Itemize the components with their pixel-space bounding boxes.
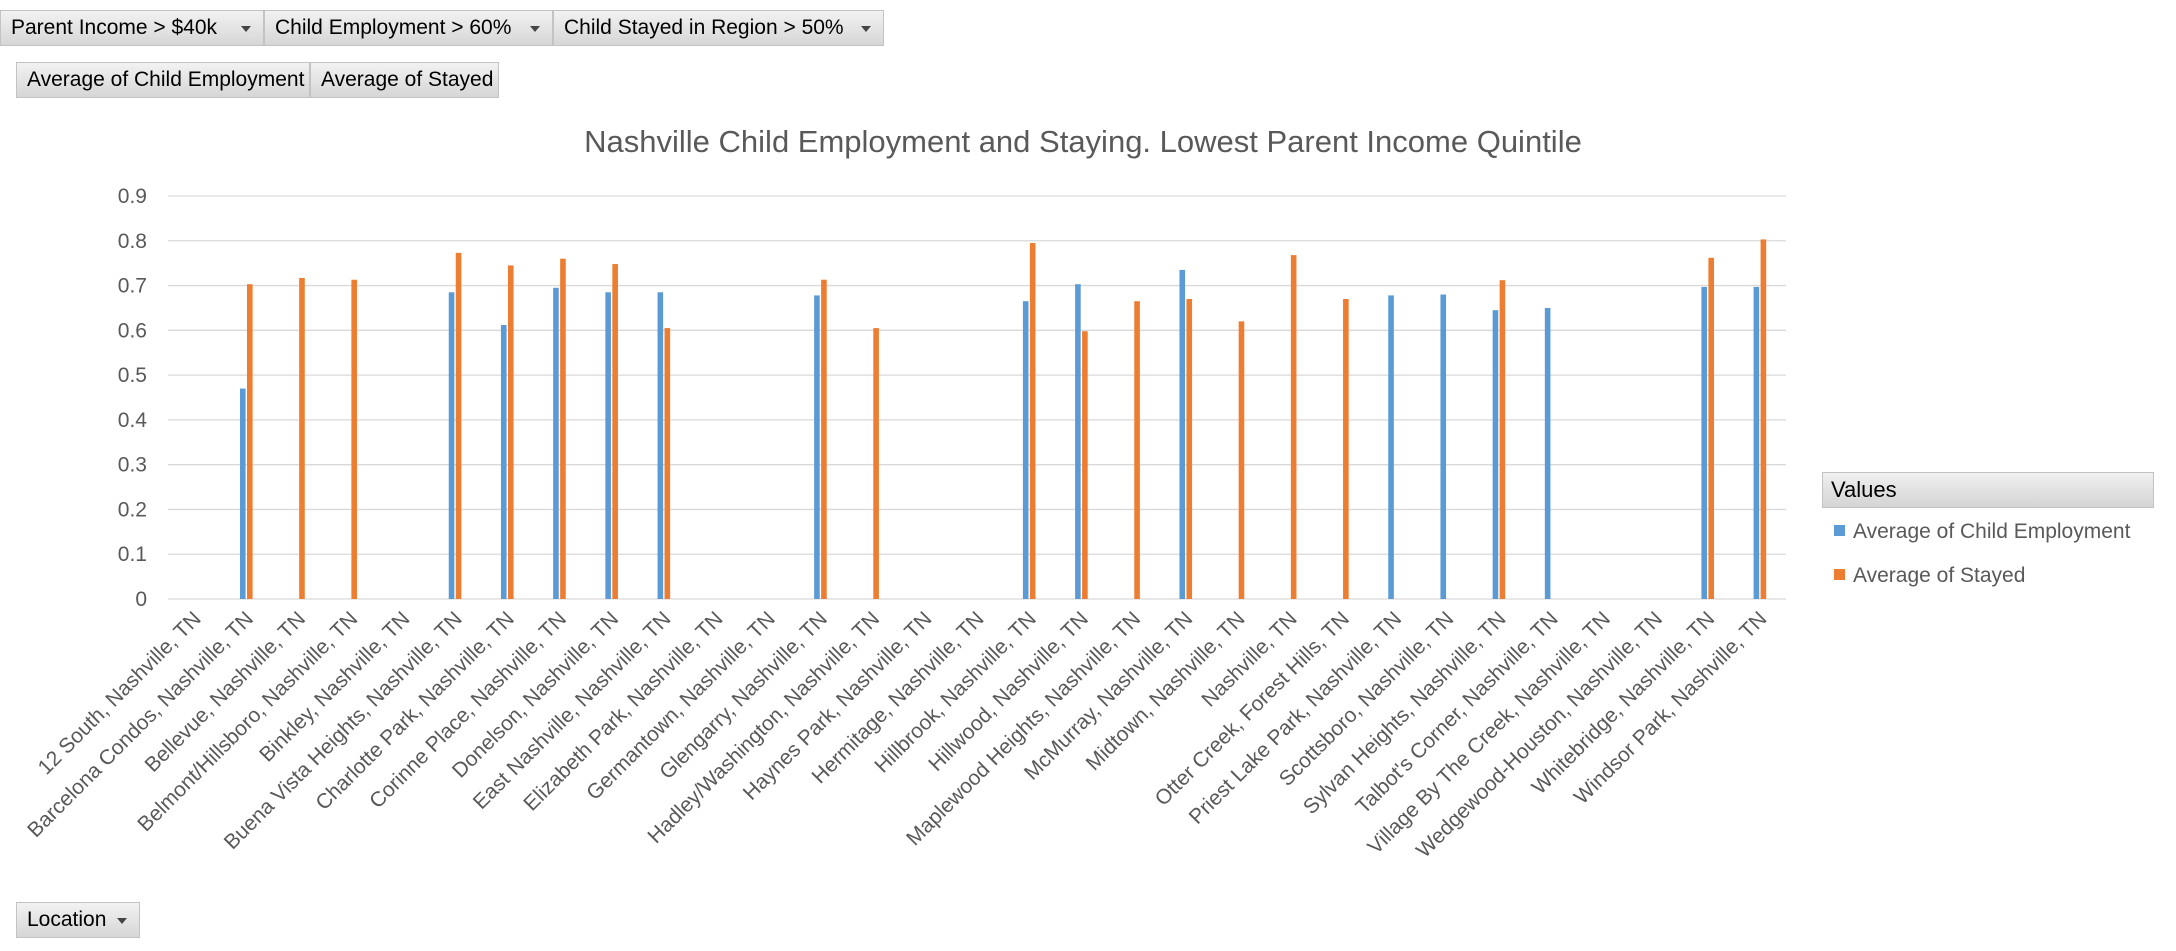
bar-stayed bbox=[351, 279, 357, 599]
grid-lines bbox=[168, 195, 1786, 600]
bar-stayed bbox=[1499, 280, 1506, 599]
bar-child-employment bbox=[1179, 269, 1186, 599]
bar-child-employment bbox=[553, 287, 559, 599]
bar-stayed bbox=[821, 279, 827, 599]
value-field-stayed[interactable]: Average of Stayed bbox=[310, 62, 499, 98]
bar-stayed bbox=[246, 284, 253, 599]
filter-parent-income[interactable]: Parent Income > $40k bbox=[0, 10, 264, 46]
bar-child-employment bbox=[1544, 307, 1551, 599]
bar-stayed bbox=[1290, 255, 1297, 600]
y-tick-label: 0.9 bbox=[118, 185, 147, 208]
y-tick-label: 0.4 bbox=[118, 409, 148, 432]
legend-swatch-stayed bbox=[1834, 568, 1845, 580]
bar-stayed bbox=[299, 277, 305, 599]
bar-stayed bbox=[455, 252, 462, 599]
filter-child-stayed[interactable]: Child Stayed in Region > 50% bbox=[553, 10, 884, 46]
bar-child-employment bbox=[1440, 294, 1447, 599]
y-tick-label: 0.3 bbox=[118, 454, 147, 477]
chevron-down-icon[interactable] bbox=[117, 918, 127, 924]
bar-child-employment bbox=[239, 388, 246, 599]
bar-stayed bbox=[664, 328, 671, 599]
chevron-down-icon[interactable] bbox=[530, 26, 540, 32]
x-tick-label: Barcelona Condos, Nashville, TN bbox=[23, 607, 258, 842]
bar-stayed bbox=[1029, 243, 1036, 599]
y-tick-label: 0 bbox=[135, 588, 147, 611]
value-field-child-employment[interactable]: Average of Child Employment bbox=[16, 62, 310, 98]
legend-label-employment: Average of Child Employment bbox=[1853, 520, 2131, 543]
bar-child-employment bbox=[1753, 286, 1760, 599]
legend-item-employment: Average of Child Employment bbox=[1834, 518, 2130, 546]
bar-stayed bbox=[1134, 301, 1140, 599]
axis-field-location-label: Location bbox=[27, 908, 107, 931]
filter-parent-income-label: Parent Income > $40k bbox=[11, 16, 218, 39]
y-tick-label: 0.6 bbox=[118, 319, 147, 342]
bar-child-employment bbox=[448, 292, 455, 599]
chevron-down-icon[interactable] bbox=[861, 26, 871, 32]
bar-child-employment bbox=[657, 292, 664, 599]
bar-stayed bbox=[1186, 298, 1193, 599]
bars bbox=[239, 239, 1767, 600]
bar-stayed bbox=[873, 328, 879, 599]
filter-child-employment-label: Child Employment > 60% bbox=[275, 16, 512, 39]
bar-stayed bbox=[507, 265, 514, 599]
bar-child-employment bbox=[1075, 284, 1081, 599]
y-axis-ticks: 0 0.1 0.2 0.3 0.4 0.5 0.6 0.7 0.8 0.9 bbox=[118, 185, 148, 611]
bar-stayed bbox=[1343, 298, 1349, 599]
bar-child-employment bbox=[500, 324, 507, 599]
bar-child-employment bbox=[1388, 295, 1394, 599]
bar-stayed bbox=[612, 264, 618, 599]
y-tick-label: 0.2 bbox=[118, 498, 147, 521]
bar-stayed bbox=[560, 258, 566, 599]
bar-stayed bbox=[1082, 331, 1088, 599]
value-field-stayed-label: Average of Stayed bbox=[321, 68, 494, 91]
filter-child-stayed-label: Child Stayed in Region > 50% bbox=[564, 16, 844, 39]
bar-child-employment bbox=[1701, 286, 1708, 599]
bar-child-employment bbox=[1492, 310, 1499, 599]
y-tick-label: 0.5 bbox=[118, 364, 147, 387]
value-field-child-employment-label: Average of Child Employment bbox=[27, 68, 305, 91]
chevron-down-icon[interactable] bbox=[241, 26, 251, 32]
legend-header: Values bbox=[1822, 472, 2154, 508]
bar-stayed bbox=[1708, 257, 1715, 599]
legend-swatch-employment bbox=[1834, 524, 1845, 536]
bar-stayed bbox=[1238, 321, 1245, 599]
y-tick-label: 0.8 bbox=[118, 230, 147, 253]
legend-header-label: Values bbox=[1831, 477, 1897, 502]
y-tick-label: 0.7 bbox=[118, 275, 147, 298]
filter-child-employment[interactable]: Child Employment > 60% bbox=[264, 10, 553, 46]
legend-label-stayed: Average of Stayed bbox=[1853, 564, 2026, 587]
bar-child-employment bbox=[605, 292, 611, 599]
legend-item-stayed: Average of Stayed bbox=[1834, 562, 2025, 590]
chart-title: Nashville Child Employment and Staying. … bbox=[584, 124, 1582, 159]
bar-stayed bbox=[1760, 239, 1767, 599]
y-tick-label: 0.1 bbox=[118, 543, 147, 566]
axis-field-location[interactable]: Location bbox=[16, 902, 140, 938]
bar-child-employment bbox=[1022, 301, 1029, 599]
bar-child-employment bbox=[814, 295, 820, 599]
